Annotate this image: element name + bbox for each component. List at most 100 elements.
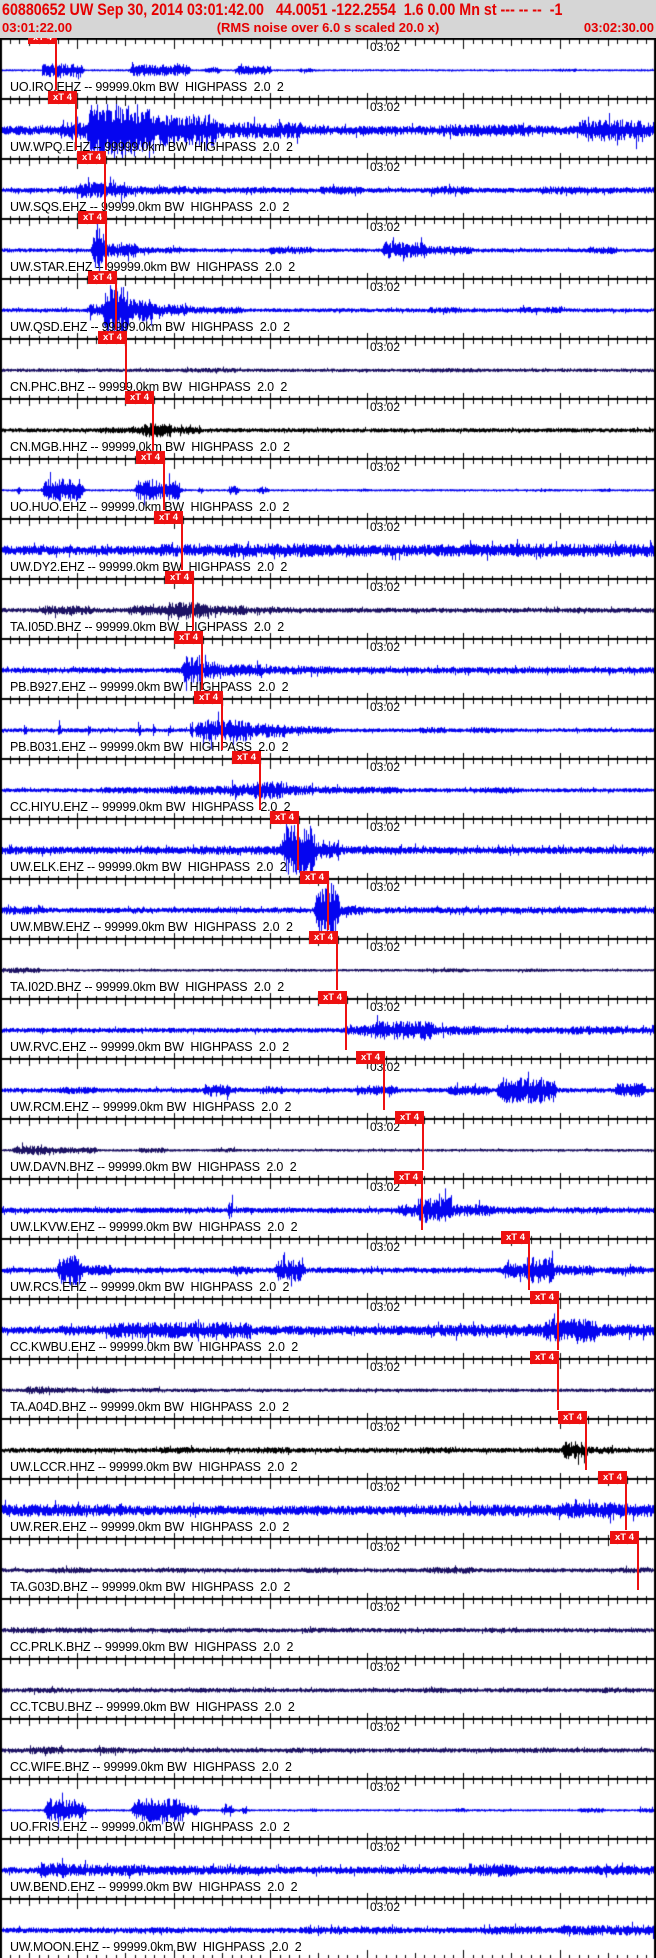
pick-flag[interactable]: xT 4: [270, 811, 299, 824]
pick-flag[interactable]: xT 4: [318, 991, 347, 1004]
time-tick-label: 03:02: [370, 1120, 401, 1134]
trace-band[interactable]: 03:02 CC.TCBU.BHZ -- 99999.0km BW HIGHPA…: [0, 1658, 656, 1718]
trace-band[interactable]: 03:02 xT 4 UW.LCCR.HHZ -- 99999.0km BW H…: [0, 1411, 656, 1478]
pick-flag[interactable]: xT 4: [501, 1231, 530, 1244]
pick-flag[interactable]: xT 4: [394, 1171, 423, 1184]
trace-label: UW.MBW.EHZ -- 99999.0km BW HIGHPASS 2.0 …: [10, 920, 293, 934]
time-tick-label: 03:02: [370, 880, 401, 894]
pick-line: [104, 164, 106, 210]
event-header: 60880652 UW Sep 30, 2014 03:01:42.00 44.…: [0, 0, 656, 38]
trace-band[interactable]: 03:02 xT 4 UW.SQS.EHZ -- 99999.0km BW HI…: [0, 151, 656, 218]
pick-flag[interactable]: xT 4: [136, 451, 165, 464]
pick-flag[interactable]: xT 4: [610, 1531, 639, 1544]
pick-flag[interactable]: xT 4: [165, 571, 194, 584]
trace-band[interactable]: 03:02 xT 4 TA.I02D.BHZ -- 99999.0km BW H…: [0, 931, 656, 998]
trace-band[interactable]: 03:02 xT 4 UW.DY2.EHZ -- 99999.0km BW HI…: [0, 511, 656, 578]
trace-band[interactable]: 03:02 CC.WIFE.BHZ -- 99999.0km BW HIGHPA…: [0, 1718, 656, 1778]
time-tick-label: 03:02: [370, 580, 401, 594]
time-tick-label: 03:02: [370, 40, 401, 54]
trace-band[interactable]: 03:02 xT 4 TA.I05D.BHZ -- 99999.0km BW H…: [0, 571, 656, 638]
trace-label: TA.A04D.BHZ -- 99999.0km BW HIGHPASS 2.0…: [10, 1400, 289, 1414]
pick-flag[interactable]: xT 4: [88, 271, 117, 284]
trace-label: UW.DAVN.BHZ -- 99999.0km BW HIGHPASS 2.0…: [10, 1160, 297, 1174]
trace-label: TA.I05D.BHZ -- 99999.0km BW HIGHPASS 2.0…: [10, 620, 284, 634]
pick-flag[interactable]: xT 4: [48, 91, 77, 104]
trace-band[interactable]: 03:02 CC.PRLK.BHZ -- 99999.0km BW HIGHPA…: [0, 1598, 656, 1658]
trace-label: CC.PRLK.BHZ -- 99999.0km BW HIGHPASS 2.0…: [10, 1640, 294, 1654]
trace-band[interactable]: 03:02 xT 4 CC.HIYU.EHZ -- 99999.0km BW H…: [0, 751, 656, 818]
time-tick-label: 03:02: [370, 1900, 401, 1914]
time-tick-label: 03:02: [370, 400, 401, 414]
pick-flag[interactable]: xT 4: [356, 1051, 385, 1064]
trace-band[interactable]: 03:02 xT 4 CN.MGB.HHZ -- 99999.0km BW HI…: [0, 391, 656, 458]
pick-flag[interactable]: xT 4: [598, 1471, 627, 1484]
pick-flag[interactable]: xT 4: [300, 871, 329, 884]
time-tick-label: 03:02: [370, 1540, 401, 1554]
time-tick-label: 03:02: [370, 280, 401, 294]
pick-line: [637, 1544, 639, 1590]
trace-band[interactable]: 03:02 xT 4 CC.KWBU.EHZ -- 99999.0km BW H…: [0, 1291, 656, 1358]
trace-band[interactable]: 03:02 xT 4 UO.HUO.EHZ -- 99999.0km BW HI…: [0, 451, 656, 518]
time-tick-label: 03:02: [370, 1300, 401, 1314]
trace-band[interactable]: 03:02 xT 4 TA.G03D.BHZ -- 99999.0km BW H…: [0, 1531, 656, 1598]
trace-label: UW.RCM.EHZ -- 99999.0km BW HIGHPASS 2.0 …: [10, 1100, 292, 1114]
pick-line: [115, 284, 117, 330]
trace-band[interactable]: 03:02 xT 4 TA.A04D.BHZ -- 99999.0km BW H…: [0, 1351, 656, 1418]
pick-flag[interactable]: xT 4: [174, 631, 203, 644]
trace-label: TA.I02D.BHZ -- 99999.0km BW HIGHPASS 2.0…: [10, 980, 284, 994]
trace-band[interactable]: 03:02 xT 4 UW.DAVN.BHZ -- 99999.0km BW H…: [0, 1111, 656, 1178]
trace-band[interactable]: 03:02 xT 4 PB.B031.EHZ -- 99999.0km BW H…: [0, 691, 656, 758]
pick-flag[interactable]: xT 4: [125, 391, 154, 404]
trace-band[interactable]: 03:02 xT 4 PB.B927.EHZ -- 99999.0km BW H…: [0, 631, 656, 698]
pick-flag[interactable]: xT 4: [98, 331, 127, 344]
trace-band[interactable]: 03:02 UO.FRIS.EHZ -- 99999.0km BW HIGHPA…: [0, 1778, 656, 1838]
pick-flag[interactable]: xT 4: [395, 1111, 424, 1124]
trace-band[interactable]: 03:02 xT 4 UO.IRO.EHZ -- 99999.0km BW HI…: [0, 31, 656, 98]
window-end-time: 03:02:30.00: [583, 20, 654, 35]
trace-band[interactable]: 03:02 xT 4 UW.MBW.EHZ -- 99999.0km BW HI…: [0, 871, 656, 938]
trace-band[interactable]: 03:02 UW.BEND.EHZ -- 99999.0km BW HIGHPA…: [0, 1838, 656, 1898]
pick-line: [336, 944, 338, 990]
pick-flag[interactable]: xT 4: [309, 931, 338, 944]
pick-line: [75, 104, 77, 150]
trace-band[interactable]: 03:02 xT 4 UW.LKVW.EHZ -- 99999.0km BW H…: [0, 1171, 656, 1238]
time-tick-label: 03:02: [370, 1600, 401, 1614]
pick-flag[interactable]: xT 4: [77, 151, 106, 164]
trace-band[interactable]: 03:02 xT 4 UW.WPQ.EHZ -- 99999.0km BW HI…: [0, 91, 656, 158]
trace-label: CN.MGB.HHZ -- 99999.0km BW HIGHPASS 2.0 …: [10, 440, 290, 454]
pick-flag[interactable]: xT 4: [558, 1411, 587, 1424]
pick-line: [297, 824, 299, 870]
time-tick-label: 03:02: [370, 520, 401, 534]
trace-band[interactable]: 03:02 xT 4 UW.RER.EHZ -- 99999.0km BW HI…: [0, 1471, 656, 1538]
pick-flag[interactable]: xT 4: [530, 1351, 559, 1364]
pick-line: [422, 1124, 424, 1170]
pick-flag[interactable]: xT 4: [154, 511, 183, 524]
pick-flag[interactable]: xT 4: [78, 211, 107, 224]
trace-band[interactable]: 03:02 xT 4 UW.RCS.EHZ -- 99999.0km BW HI…: [0, 1231, 656, 1298]
trace-label: UW.WPQ.EHZ -- 99999.0km BW HIGHPASS 2.0 …: [10, 140, 293, 154]
trace-band[interactable]: 03:02 xT 4 UW.RCM.EHZ -- 99999.0km BW HI…: [0, 1051, 656, 1118]
time-tick-label: 03:02: [370, 1420, 401, 1434]
pick-line: [105, 224, 107, 270]
time-tick-label: 03:02: [370, 1660, 401, 1674]
pick-flag[interactable]: xT 4: [194, 691, 223, 704]
trace-label: UW.ELK.EHZ -- 99999.0km BW HIGHPASS 2.0 …: [10, 860, 287, 874]
trace-label: UW.RER.EHZ -- 99999.0km BW HIGHPASS 2.0 …: [10, 1520, 290, 1534]
trace-label: UO.FRIS.EHZ -- 99999.0km BW HIGHPASS 2.0…: [10, 1820, 290, 1834]
pick-line: [221, 704, 223, 750]
time-tick-label: 03:02: [370, 1840, 401, 1854]
trace-band[interactable]: 03:02 UW.MOON.EHZ -- 99999.0km BW HIGHPA…: [0, 1898, 656, 1958]
pick-line: [345, 1004, 347, 1050]
event-title: 60880652 UW Sep 30, 2014 03:01:42.00 44.…: [2, 0, 563, 19]
pick-flag[interactable]: xT 4: [232, 751, 261, 764]
trace-band[interactable]: 03:02 xT 4 UW.STAR.EHZ -- 99999.0km BW H…: [0, 211, 656, 278]
pick-flag[interactable]: xT 4: [530, 1291, 559, 1304]
trace-band[interactable]: 03:02 xT 4 UW.QSD.EHZ -- 99999.0km BW HI…: [0, 271, 656, 338]
time-tick-label: 03:02: [370, 460, 401, 474]
trace-label: UO.HUO.EHZ -- 99999.0km BW HIGHPASS 2.0 …: [10, 500, 290, 514]
pick-line: [421, 1184, 423, 1230]
trace-band[interactable]: 03:02 xT 4 UW.ELK.EHZ -- 99999.0km BW HI…: [0, 811, 656, 878]
trace-band[interactable]: 03:02 xT 4 CN.PHC.BHZ -- 99999.0km BW HI…: [0, 331, 656, 398]
scaling-note: (RMS noise over 6.0 s scaled 20.0 x): [216, 20, 440, 35]
trace-band[interactable]: 03:02 xT 4 UW.RVC.EHZ -- 99999.0km BW HI…: [0, 991, 656, 1058]
